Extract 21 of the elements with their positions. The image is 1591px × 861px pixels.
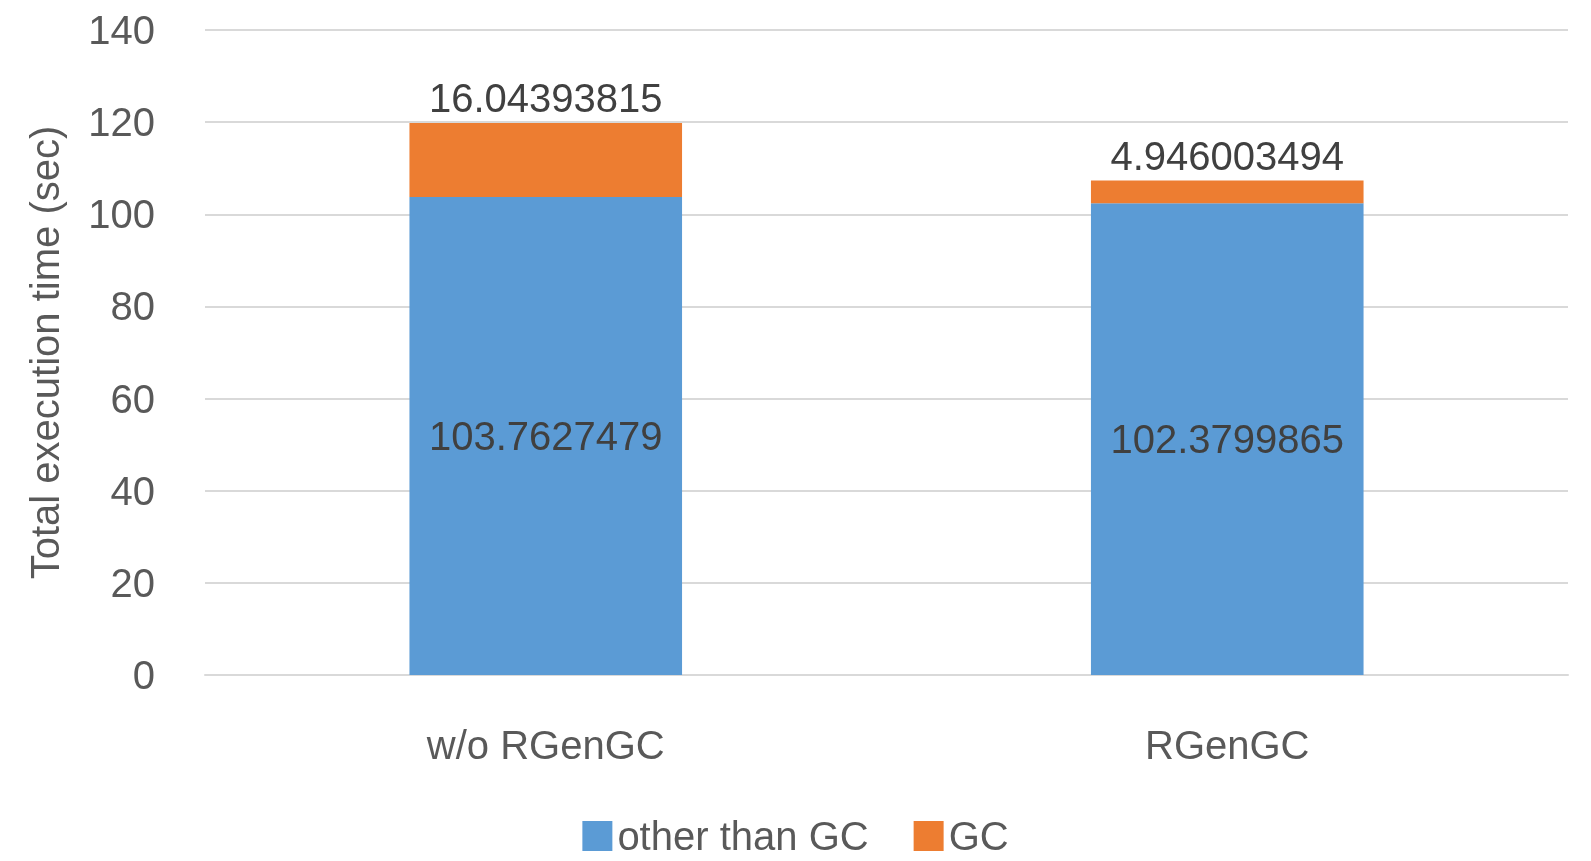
data-label: 4.946003494 [1110,133,1345,178]
bar [1090,203,1364,675]
data-label: 16.04393815 [428,76,663,121]
y-tick-label: 20 [110,560,155,605]
legend-label: GC [948,814,1009,858]
x-tick-label: w/o RGenGC [425,723,665,767]
y-tick-label: 140 [88,8,155,52]
y-tick-label: 60 [110,376,155,421]
bar [409,196,683,675]
bar [1090,180,1364,204]
bar [409,123,683,197]
data-label: 102.3799865 [1110,417,1345,462]
y-tick-label: 120 [88,100,155,145]
y-tick-label: 100 [88,192,155,237]
x-tick-label: RGenGC [1145,723,1310,767]
y-tick-label: 40 [110,468,155,513]
y-tick-label: 80 [110,284,155,329]
legend-label: other than GC [617,814,869,858]
data-label: 103.7627479 [428,413,663,458]
y-tick-label: 0 [132,653,155,697]
y-axis-title: Total execution time (sec) [23,125,67,580]
